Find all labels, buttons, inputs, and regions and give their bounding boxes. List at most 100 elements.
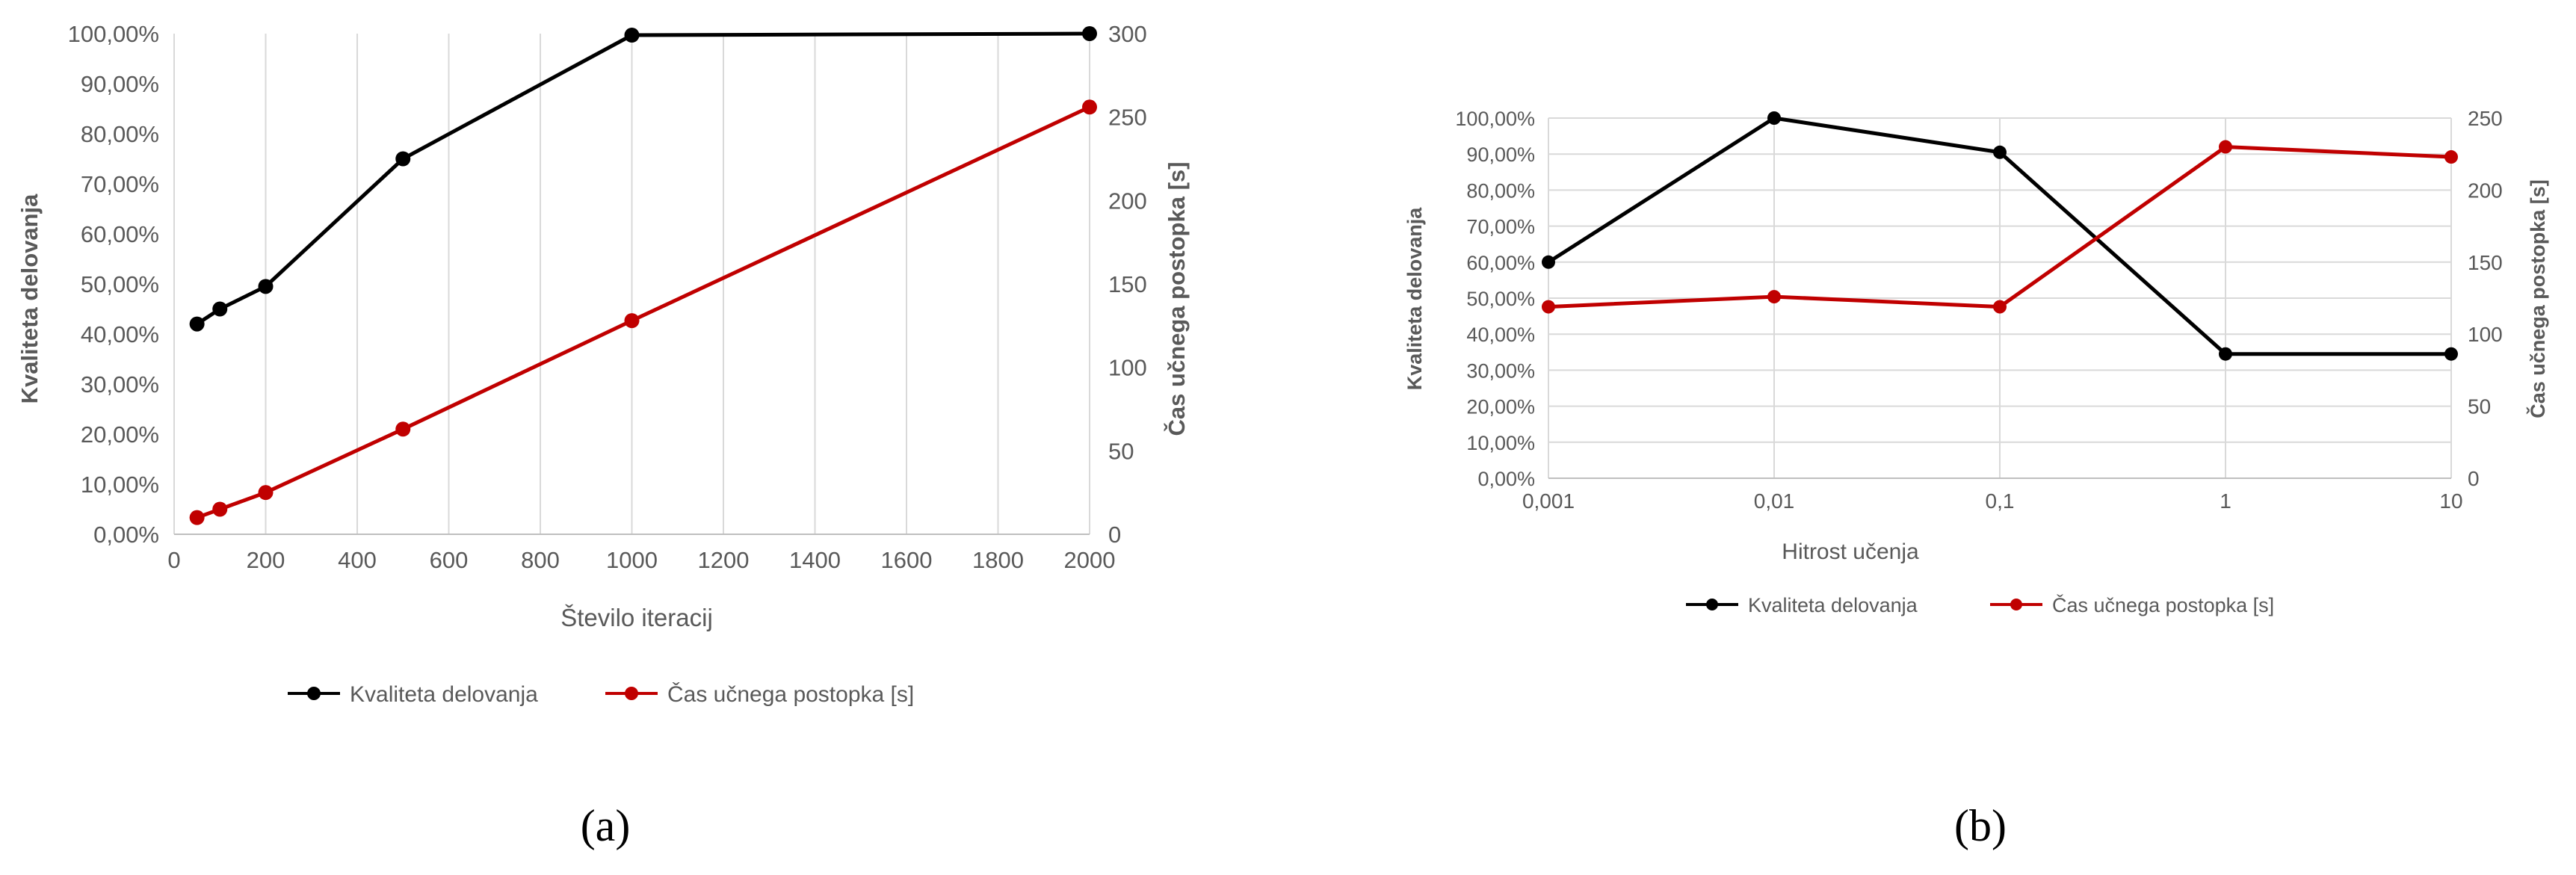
chart-b-gridlines	[1548, 117, 2452, 479]
chart-a-y2-axis-label: Čas učnega postopka [s]	[1163, 162, 1190, 436]
data-point-time	[2444, 150, 2458, 164]
y2-tick-label: 300	[1108, 21, 1147, 47]
x-tick-label: 1800	[972, 547, 1024, 573]
y2-tick-label: 0	[1108, 522, 1121, 548]
x-tick-label: 1400	[789, 547, 841, 573]
y-tick-label: 50,00%	[81, 271, 159, 297]
data-point-time	[395, 421, 411, 437]
data-point-quality	[395, 151, 411, 167]
data-point-quality	[2444, 347, 2458, 361]
x-tick-label: 0	[167, 547, 180, 573]
data-point-time	[1082, 99, 1097, 115]
legend-text-quality: Kvaliteta delovanja	[1748, 594, 1918, 616]
chart-b-legend: Kvaliteta delovanja Čas učnega postopka …	[1686, 593, 2274, 616]
x-tick-label: 1600	[881, 547, 933, 573]
y-tick-label: 40,00%	[1466, 324, 1535, 346]
chart-a-legend-item-quality: Kvaliteta delovanja	[288, 682, 538, 707]
y-tick-label: 20,00%	[81, 421, 159, 448]
y-tick-label: 50,00%	[1466, 288, 1535, 310]
y-tick-label: 0,00%	[1477, 468, 1535, 490]
y-tick-label: 0,00%	[93, 522, 159, 548]
x-tick-label: 600	[430, 547, 469, 573]
y-tick-label: 70,00%	[1466, 216, 1535, 238]
chart-b: 0,00% 10,00% 20,00% 30,00% 40,00% 50,00% 60,00…	[1403, 107, 2549, 850]
y-tick-label: 80,00%	[1466, 179, 1535, 202]
x-tick-label: 0,01	[1754, 489, 1795, 513]
chart-b-y2-axis-label: Čas učnega postopka [s]	[2526, 179, 2549, 418]
panel-label-a: (a)	[581, 801, 631, 850]
chart-a-x-ticks: 0 200 400 600 800 1000 1200 1400 1600 1800 2000	[167, 547, 1115, 573]
y2-tick-label: 250	[2468, 107, 2503, 130]
y2-tick-label: 250	[1108, 105, 1147, 131]
chart-b-x-ticks: 0,001 0,01 0,1 1 10	[1522, 489, 2463, 513]
x-tick-label: 0,1	[1986, 489, 2015, 513]
legend-text-time: Čas učnega postopka [s]	[667, 681, 914, 707]
chart-a-legend-item-time: Čas učnega postopka [s]	[605, 681, 914, 707]
chart-b-series	[1542, 111, 2458, 361]
chart-a-y-axis-label: Kvaliteta delovanja	[16, 194, 43, 404]
chart-a: 0,00% 10,00% 20,00% 30,00% 40,00% 50,00% 60,00…	[16, 21, 1190, 850]
data-point-time	[1993, 300, 2007, 314]
data-point-time	[1767, 290, 1781, 304]
x-tick-label: 1200	[698, 547, 750, 573]
data-point-quality	[1082, 26, 1097, 41]
x-tick-label: 200	[247, 547, 285, 573]
x-tick-label: 2000	[1064, 547, 1116, 573]
y2-tick-label: 150	[1108, 271, 1147, 297]
legend-text-quality: Kvaliteta delovanja	[350, 682, 538, 707]
legend-marker-time	[625, 687, 638, 700]
legend-marker-quality	[1706, 599, 1718, 610]
panel-label-b: (b)	[1954, 801, 2007, 850]
y-tick-label: 100,00%	[1455, 108, 1535, 130]
x-tick-label: 1000	[606, 547, 658, 573]
y-tick-label: 10,00%	[1466, 432, 1535, 454]
chart-a-series	[189, 26, 1097, 525]
y-tick-label: 90,00%	[81, 71, 159, 97]
chart-b-x-axis-label: Hitrost učenja	[1782, 539, 1919, 564]
data-point-quality	[212, 301, 228, 317]
x-tick-label: 1	[2220, 489, 2231, 513]
chart-a-x-axis-label: Število iteracij	[560, 604, 713, 631]
data-point-time	[189, 510, 205, 525]
y2-tick-label: 0	[2468, 467, 2480, 490]
y-tick-label: 40,00%	[81, 321, 159, 347]
x-tick-label: 400	[338, 547, 377, 573]
chart-b-y2-ticks: 0 50 100 150 200 250	[2468, 107, 2503, 490]
legend-marker-time	[2010, 599, 2022, 610]
chart-a-y-ticks: 0,00% 10,00% 20,00% 30,00% 40,00% 50,00% 60,00…	[68, 21, 159, 548]
x-tick-label: 0,001	[1522, 489, 1575, 513]
y-tick-label: 70,00%	[81, 171, 159, 197]
chart-b-legend-item-quality: Kvaliteta delovanja	[1686, 594, 1918, 616]
y-tick-label: 60,00%	[1466, 252, 1535, 274]
y2-tick-label: 50	[2468, 395, 2491, 418]
y-tick-label: 100,00%	[68, 21, 159, 47]
y2-tick-label: 200	[2468, 179, 2503, 202]
legend-marker-quality	[307, 687, 321, 700]
y-tick-label: 80,00%	[81, 121, 159, 147]
chart-b-legend-item-time: Čas učnega postopka [s]	[1990, 593, 2274, 616]
y-tick-label: 60,00%	[81, 221, 159, 247]
x-tick-label: 800	[521, 547, 560, 573]
data-point-quality	[189, 316, 205, 332]
chart-b-y-axis-label: Kvaliteta delovanja	[1403, 207, 1426, 391]
data-point-time	[258, 485, 274, 501]
x-tick-label: 10	[2439, 489, 2462, 513]
data-point-quality	[1993, 145, 2007, 159]
data-point-quality	[1542, 255, 1555, 269]
legend-text-time: Čas učnega postopka [s]	[2052, 593, 2274, 616]
data-point-quality	[624, 28, 640, 43]
chart-b-y-ticks: 0,00% 10,00% 20,00% 30,00% 40,00% 50,00% 60,00…	[1455, 108, 1535, 490]
data-point-time	[624, 313, 640, 329]
y2-tick-label: 100	[1108, 355, 1147, 381]
data-point-quality	[2219, 347, 2232, 361]
data-point-quality	[1767, 111, 1781, 125]
y-tick-label: 10,00%	[81, 471, 159, 498]
y-tick-label: 20,00%	[1466, 396, 1535, 418]
y2-tick-label: 50	[1108, 438, 1134, 464]
y-tick-label: 30,00%	[81, 371, 159, 398]
data-point-quality	[258, 279, 274, 294]
y-tick-label: 30,00%	[1466, 359, 1535, 382]
y-tick-label: 90,00%	[1466, 143, 1535, 166]
data-point-time	[2219, 140, 2232, 154]
